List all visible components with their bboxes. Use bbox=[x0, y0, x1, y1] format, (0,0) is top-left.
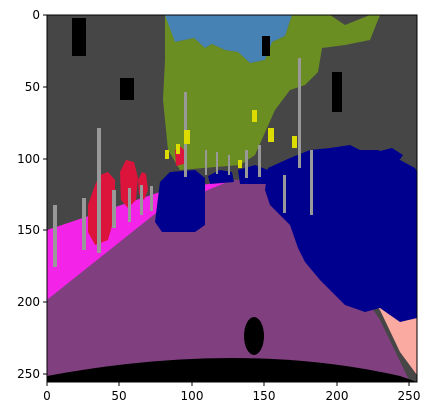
sign-5 bbox=[176, 144, 180, 154]
segmentation-image bbox=[47, 15, 417, 382]
y-tick-label: 150 bbox=[17, 223, 40, 237]
pole-6 bbox=[140, 185, 143, 215]
pole-9 bbox=[298, 58, 301, 168]
y-axis: 0 50 100 150 200 250 bbox=[17, 8, 47, 381]
sign-7 bbox=[238, 160, 242, 168]
vegetation-region bbox=[163, 15, 380, 170]
sign-6 bbox=[165, 150, 169, 159]
pole-2 bbox=[53, 205, 57, 267]
vehicle-bump bbox=[376, 148, 403, 165]
sign-2 bbox=[252, 110, 257, 122]
y-tick-label: 200 bbox=[17, 295, 40, 309]
x-tick-label: 0 bbox=[43, 389, 51, 403]
sign-1 bbox=[184, 130, 190, 144]
vehicles bbox=[155, 145, 417, 322]
pole-4 bbox=[112, 190, 116, 228]
vehicle-center bbox=[155, 170, 205, 232]
x-axis: 0 50 100 150 200 250 bbox=[43, 382, 420, 403]
sign-3 bbox=[268, 128, 274, 142]
person-1 bbox=[88, 172, 115, 245]
x-tick-label: 250 bbox=[398, 389, 421, 403]
plot-frame bbox=[46, 14, 418, 383]
pole-7 bbox=[150, 186, 153, 211]
pole-10 bbox=[310, 150, 313, 215]
pole-11 bbox=[283, 175, 286, 213]
pole-16 bbox=[228, 155, 230, 175]
vehicle-right bbox=[265, 145, 417, 322]
window-3 bbox=[332, 72, 342, 112]
sky-region bbox=[165, 15, 292, 63]
window-4 bbox=[262, 36, 270, 56]
pole-12 bbox=[245, 150, 248, 178]
x-tick-label: 200 bbox=[326, 389, 349, 403]
pole-3 bbox=[82, 198, 86, 250]
x-tick-label: 100 bbox=[181, 389, 204, 403]
pole-13 bbox=[258, 145, 261, 177]
person-2 bbox=[120, 160, 138, 208]
ego-vehicle-hood bbox=[47, 358, 417, 382]
pole-5 bbox=[128, 188, 131, 222]
x-tick-label: 50 bbox=[111, 389, 126, 403]
window-2 bbox=[120, 78, 134, 100]
window-1 bbox=[72, 18, 86, 56]
pole-1 bbox=[97, 128, 101, 253]
pole-15 bbox=[216, 152, 218, 174]
pole-14 bbox=[205, 150, 207, 175]
y-tick-label: 250 bbox=[17, 367, 40, 381]
vehicle-small-1 bbox=[208, 170, 234, 184]
y-tick-label: 50 bbox=[25, 80, 40, 94]
y-tick-label: 0 bbox=[32, 8, 40, 22]
sign-4 bbox=[292, 136, 297, 148]
traffic-signs bbox=[165, 110, 297, 168]
y-tick-label: 100 bbox=[17, 152, 40, 166]
hood-ornament bbox=[244, 317, 264, 355]
x-tick-label: 150 bbox=[253, 389, 276, 403]
people bbox=[88, 146, 184, 245]
